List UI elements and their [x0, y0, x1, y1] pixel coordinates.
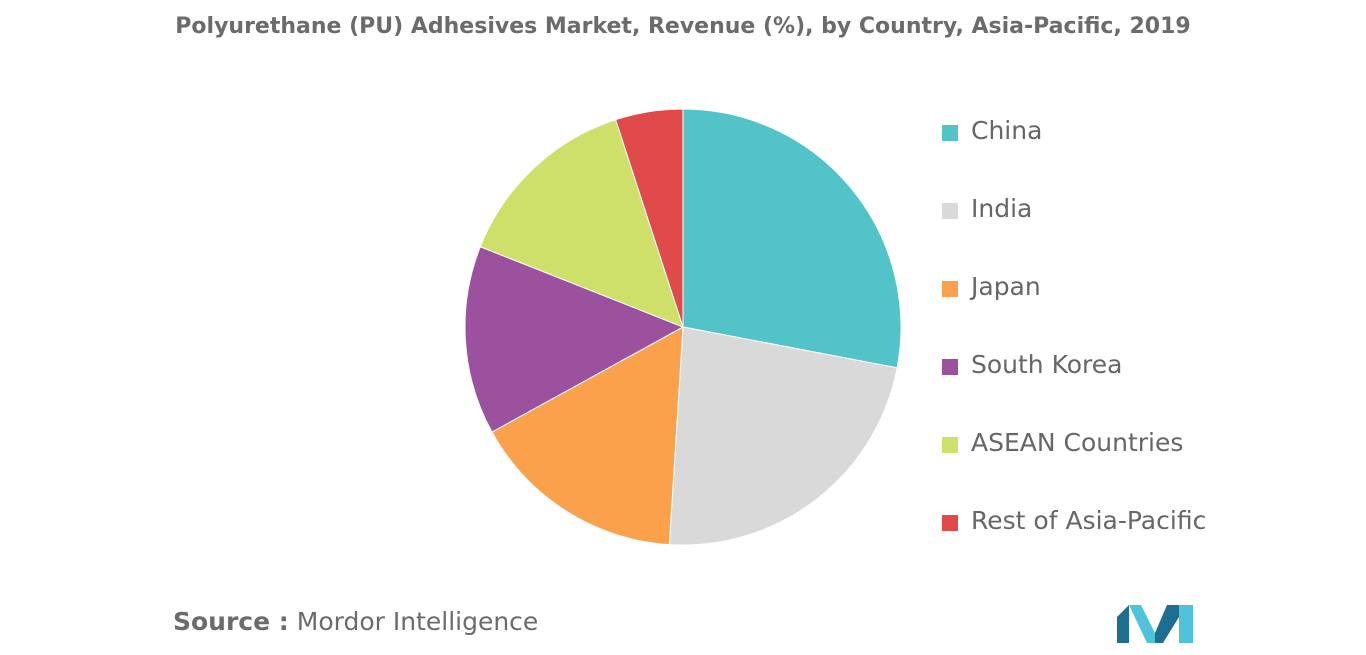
pie-slice-japan: [491, 326, 684, 546]
pie-slice-india: [668, 326, 898, 546]
legend-swatch: [942, 515, 958, 531]
mordor-intelligence-logo-icon: [1117, 605, 1193, 643]
legend-label: ASEAN Countries: [971, 428, 1184, 457]
legend-label: Japan: [971, 272, 1041, 301]
logo-right-bar: [1179, 605, 1193, 643]
pie-slice-south-korea: [464, 246, 685, 433]
pie-slice-china: [682, 108, 902, 369]
legend-label: Rest of Asia-Pacific: [971, 506, 1207, 535]
source-note: Source : Mordor Intelligence: [173, 607, 538, 636]
legend-label: India: [971, 194, 1033, 223]
legend-swatch: [942, 125, 958, 141]
logo-left-bar: [1117, 605, 1129, 643]
logo-right-diagonal: [1155, 605, 1179, 643]
source-label: Source :: [173, 607, 289, 636]
pie-slice-rest-of-asia-pacific: [615, 108, 684, 328]
pie-slices: [464, 108, 902, 546]
legend-swatch: [942, 281, 958, 297]
legend-swatch: [942, 437, 958, 453]
legend-label: China: [971, 116, 1043, 145]
legend-label: South Korea: [971, 350, 1123, 379]
logo-left-diagonal: [1129, 605, 1155, 643]
legend-swatch: [942, 203, 958, 219]
source-text: Mordor Intelligence: [296, 607, 539, 636]
chart-title: Polyurethane (PU) Adhesives Market, Reve…: [175, 14, 1191, 39]
legend-swatch: [942, 359, 958, 375]
